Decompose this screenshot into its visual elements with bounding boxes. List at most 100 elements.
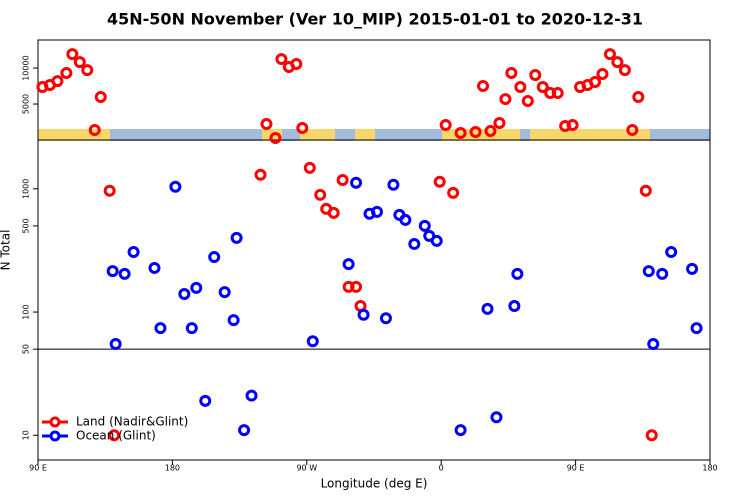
point — [656, 267, 669, 280]
point — [603, 48, 616, 61]
point — [665, 246, 678, 259]
point — [185, 322, 198, 335]
point — [103, 184, 116, 197]
point — [618, 64, 631, 77]
point — [477, 80, 490, 93]
point — [529, 69, 542, 82]
point — [303, 161, 316, 174]
land-band — [530, 129, 650, 141]
y-tick-label: 10000 — [22, 55, 31, 80]
point — [508, 299, 521, 312]
y-axis-label: N Total — [0, 230, 13, 271]
point — [481, 302, 494, 315]
point — [336, 173, 349, 186]
point — [269, 131, 282, 144]
point — [275, 53, 288, 66]
point — [350, 176, 363, 189]
point — [387, 178, 400, 191]
point — [350, 280, 363, 293]
point — [94, 91, 107, 104]
legend-marker — [49, 416, 61, 428]
x-tick-label: 0 — [439, 464, 444, 473]
point — [511, 267, 524, 280]
point — [686, 262, 699, 275]
point — [596, 68, 609, 81]
x-tick-label: 90 E — [567, 464, 585, 473]
point — [639, 184, 652, 197]
chart-title: 45N-50N November (Ver 10_MIP) 2015-01-01… — [107, 10, 643, 29]
point — [439, 119, 452, 132]
point — [370, 205, 383, 218]
point — [490, 411, 503, 424]
point — [208, 250, 221, 263]
point — [521, 95, 534, 108]
point — [190, 281, 203, 294]
point — [454, 424, 467, 437]
point — [645, 429, 658, 442]
point — [484, 125, 497, 138]
x-tick-label: 180 — [702, 464, 717, 473]
point — [499, 93, 512, 106]
point — [611, 56, 624, 69]
land-band — [355, 129, 375, 141]
point — [238, 424, 251, 437]
point — [399, 213, 412, 226]
x-tick-label: 90 E — [29, 464, 47, 473]
point — [81, 64, 94, 77]
x-tick-label: 90 W — [296, 464, 317, 473]
point — [88, 124, 101, 136]
point — [314, 188, 327, 201]
point — [60, 67, 73, 80]
point — [379, 312, 392, 325]
point — [199, 394, 212, 407]
point — [254, 168, 267, 181]
point — [148, 261, 161, 274]
plot-frame — [37, 39, 711, 461]
legend-label: Land (Nadir&Glint) — [76, 415, 188, 429]
point — [66, 48, 79, 61]
y-tick-label: 5000 — [22, 94, 31, 114]
point — [536, 81, 549, 94]
point — [306, 335, 319, 348]
point — [469, 126, 482, 139]
point — [505, 67, 518, 80]
y-tick-label: 1000 — [22, 179, 31, 199]
legend-label: Ocean (Glint) — [76, 429, 156, 443]
point — [566, 119, 579, 132]
point — [454, 127, 467, 140]
point — [589, 76, 602, 89]
point — [109, 338, 122, 351]
point — [51, 75, 64, 88]
point — [493, 117, 506, 130]
point — [290, 58, 303, 71]
y-tick-label: 100 — [22, 304, 31, 319]
point — [551, 87, 564, 100]
point — [632, 91, 645, 104]
legend-marker — [49, 430, 61, 442]
point — [327, 206, 340, 219]
point — [245, 389, 258, 402]
point — [408, 237, 421, 250]
x-axis-label: Longitude (deg E) — [321, 477, 428, 491]
point — [169, 180, 182, 193]
point — [447, 186, 460, 199]
point — [118, 267, 131, 280]
y-tick-label: 50 — [22, 344, 31, 354]
point — [108, 429, 121, 442]
point — [260, 118, 273, 131]
point — [433, 175, 446, 188]
point — [227, 314, 240, 327]
point — [230, 231, 243, 244]
point — [127, 246, 140, 259]
point — [357, 308, 370, 321]
point — [544, 87, 557, 100]
point — [430, 234, 443, 247]
y-tick-label: 10 — [22, 430, 31, 440]
y-tick-label: 500 — [22, 218, 31, 233]
x-tick-label: 180 — [165, 464, 180, 473]
map-strip — [38, 129, 710, 141]
point — [342, 258, 355, 271]
point — [342, 280, 355, 293]
point — [647, 338, 660, 351]
